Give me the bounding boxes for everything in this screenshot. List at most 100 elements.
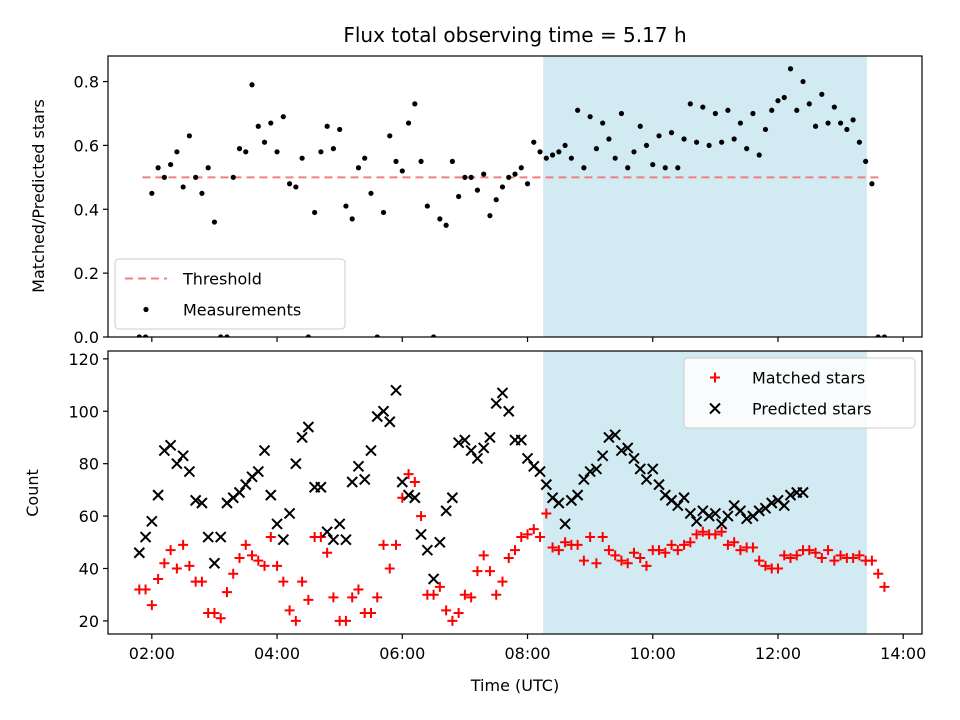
predicted-stars-point <box>640 473 653 486</box>
matched-stars-point <box>178 539 189 550</box>
predicted-stars-point <box>578 473 590 486</box>
bottom-y-tick-label: 80 <box>79 455 99 474</box>
measurements-point <box>437 216 443 222</box>
predicted-stars-point <box>434 536 446 548</box>
matched-stars-point <box>416 511 427 522</box>
matched-stars-point <box>804 545 815 556</box>
predicted-stars-point <box>327 533 340 546</box>
matched-stars-point <box>791 550 802 561</box>
predicted-stars-point <box>271 518 283 530</box>
bottom-y-tick-label: 120 <box>68 350 99 369</box>
matched-stars-point <box>340 615 351 626</box>
matched-stars-point <box>196 576 207 587</box>
matched-stars-point <box>866 555 877 566</box>
predicted-stars-point <box>784 489 797 501</box>
predicted-stars-point <box>258 444 271 457</box>
measurements-point <box>737 120 744 126</box>
predicted-stars-point <box>734 505 747 517</box>
measurements-point <box>424 203 430 209</box>
measurements-point <box>750 110 756 117</box>
matched-stars-point <box>666 539 677 550</box>
predicted-stars-point <box>415 528 427 541</box>
bottom-y-tick-label: 40 <box>79 559 99 578</box>
predicted-stars-point <box>277 533 290 546</box>
matched-stars-point <box>641 560 652 571</box>
predicted-stars-point <box>352 460 365 473</box>
measurements-point <box>762 126 769 133</box>
measurements-point <box>493 197 499 203</box>
matched-stars-point <box>272 560 283 571</box>
measurements-point <box>838 120 844 126</box>
matched-stars-point <box>610 550 621 561</box>
predicted-stars-point <box>446 492 459 504</box>
predicted-stars-point <box>283 507 296 520</box>
top-legend-box <box>114 258 346 330</box>
predicted-stars-point <box>164 439 177 452</box>
matched-stars-point <box>284 605 295 616</box>
measurements-point <box>280 114 286 120</box>
measurements-point <box>681 136 687 142</box>
matched-stars-point <box>265 532 276 543</box>
measurements-point <box>825 120 831 126</box>
predicted-stars-point <box>766 497 778 509</box>
measurements-point <box>318 149 324 155</box>
measurements-point <box>224 334 230 337</box>
matched-stars-point <box>497 576 508 587</box>
measurements-point <box>374 334 380 337</box>
measurements-point <box>456 193 462 200</box>
measurements-point <box>618 110 625 117</box>
matched-stars-point <box>754 555 765 566</box>
measurements-point <box>756 152 762 158</box>
x-tick-label: 12:00 <box>755 644 801 663</box>
predicted-stars-point <box>703 510 715 522</box>
matched-stars-point <box>829 555 840 566</box>
matched-stars-point <box>560 537 571 548</box>
matched-stars-point <box>735 545 746 556</box>
matched-stars-point <box>303 594 314 605</box>
measurements-point <box>168 161 174 168</box>
predicted-stars-point <box>340 533 352 546</box>
matched-stars-point <box>253 555 264 566</box>
measurements-point <box>312 209 318 216</box>
measurements-point <box>693 139 700 145</box>
measurements-point <box>380 209 387 216</box>
measurements-point <box>581 165 587 171</box>
measurements-point <box>136 334 142 337</box>
measurements-point <box>174 149 180 155</box>
measurements-point <box>819 91 825 97</box>
measurements-point <box>418 158 424 164</box>
predicted-stars-point <box>628 452 640 465</box>
predicted-stars-point <box>715 518 728 530</box>
measurements-point <box>343 203 349 209</box>
matched-stars-point <box>328 592 339 603</box>
matched-stars-point <box>159 558 170 569</box>
measurements-point <box>230 174 236 180</box>
measurements-point <box>712 110 718 117</box>
measurements-point <box>487 213 493 219</box>
matched-stars-point <box>528 524 539 535</box>
measurements-point <box>412 101 418 107</box>
predicted-stars-point <box>177 450 189 462</box>
measurements-point <box>850 117 856 123</box>
predicted-stars-point <box>183 465 196 478</box>
predicted-stars-point <box>196 497 208 509</box>
predicted-stars-point <box>333 518 346 530</box>
matched-stars-point <box>760 560 771 571</box>
predicted-stars-point <box>189 494 202 507</box>
measurements-point <box>650 161 656 168</box>
x-tick-label: 04:00 <box>254 644 300 663</box>
matched-stars-point <box>591 558 602 569</box>
matched-stars-point <box>409 477 420 488</box>
matched-stars-point <box>672 545 683 556</box>
predicted-stars-point <box>672 499 684 512</box>
predicted-stars-point <box>515 434 527 446</box>
measurements-point <box>474 187 481 193</box>
measurements-point <box>731 136 737 142</box>
matched-stars-point <box>391 539 402 550</box>
measurements-point <box>668 130 675 136</box>
top-y-axis-label: Matched/Predicted stars <box>29 99 48 293</box>
matched-stars-point <box>685 537 696 548</box>
predicted-stars-point <box>753 505 765 517</box>
matched-stars-point <box>585 532 596 543</box>
